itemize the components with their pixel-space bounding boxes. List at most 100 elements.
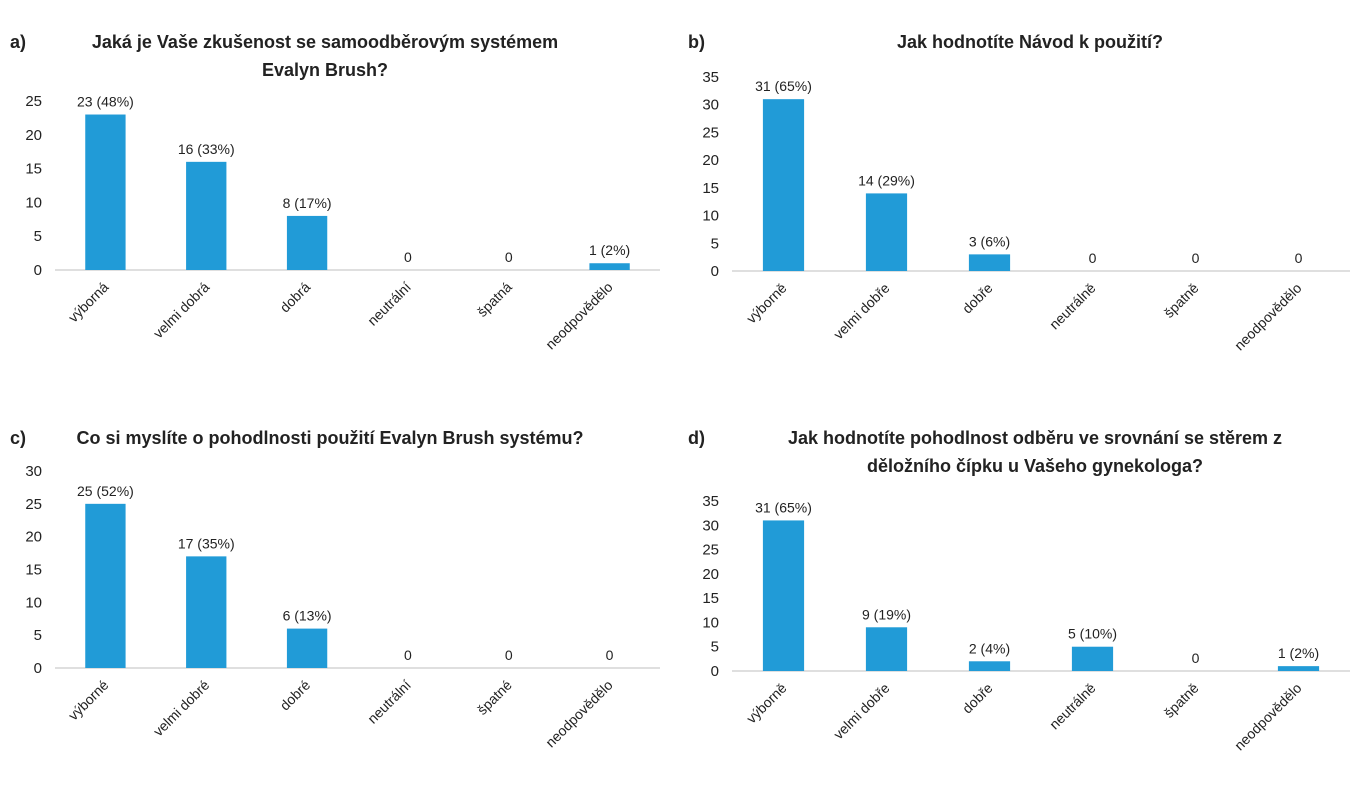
data-label: 0 bbox=[1295, 250, 1303, 266]
y-tick-label: 30 bbox=[702, 517, 719, 534]
data-label: 0 bbox=[1192, 650, 1200, 666]
data-label: 16 (33%) bbox=[178, 141, 235, 157]
chart-panel-4: d) Jak hodnotíte pohodlnost odběru ve sro… bbox=[688, 428, 1350, 753]
category-label: dobrá bbox=[277, 279, 314, 316]
bar-2 bbox=[865, 193, 908, 271]
y-tick-label: 0 bbox=[34, 262, 42, 279]
chart-title: děložního čípku u Vašeho gynekologa? bbox=[867, 456, 1203, 476]
category-label: neodpovědělo bbox=[1231, 680, 1305, 754]
data-label: 5 (10%) bbox=[1068, 626, 1117, 642]
y-tick-label: 25 bbox=[702, 542, 719, 559]
category-label: velmi dobrá bbox=[150, 279, 213, 342]
data-label: 0 bbox=[1192, 250, 1200, 266]
bar-1 bbox=[762, 99, 805, 272]
data-label: 17 (35%) bbox=[178, 535, 235, 551]
category-label: výborně bbox=[743, 280, 790, 327]
category-label: špatně bbox=[1161, 680, 1202, 721]
data-label: 1 (2%) bbox=[589, 242, 630, 258]
category-label: neutrálně bbox=[1046, 280, 1099, 333]
category-label: výborně bbox=[743, 680, 790, 727]
category-label: neutrálně bbox=[1046, 680, 1099, 733]
category-label: velmi dobře bbox=[830, 680, 893, 743]
chart-title: Jaká je Vaše zkušenost se samoodběrovým … bbox=[92, 32, 558, 52]
data-label: 9 (19%) bbox=[862, 606, 911, 622]
category-label: neutrální bbox=[364, 677, 414, 727]
y-tick-label: 20 bbox=[25, 529, 42, 546]
data-label: 31 (65%) bbox=[755, 78, 812, 94]
data-label: 0 bbox=[404, 647, 412, 663]
bar-2 bbox=[865, 627, 908, 671]
data-label: 23 (48%) bbox=[77, 94, 134, 110]
data-label: 6 (13%) bbox=[283, 608, 332, 624]
y-tick-label: 5 bbox=[711, 235, 719, 252]
category-label: špatné bbox=[474, 677, 515, 718]
y-tick-label: 10 bbox=[702, 614, 719, 631]
bar-6 bbox=[1277, 666, 1320, 671]
y-tick-label: 0 bbox=[711, 663, 719, 680]
y-tick-label: 15 bbox=[702, 180, 719, 197]
panel-letter: d) bbox=[688, 428, 705, 448]
y-tick-label: 20 bbox=[702, 152, 719, 169]
y-tick-label: 30 bbox=[702, 97, 719, 114]
data-label: 31 (65%) bbox=[755, 499, 812, 515]
y-tick-label: 15 bbox=[25, 161, 42, 178]
bar-1 bbox=[85, 114, 126, 271]
y-tick-label: 5 bbox=[34, 228, 42, 245]
y-tick-label: 20 bbox=[702, 566, 719, 583]
category-label: špatně bbox=[1161, 280, 1202, 321]
y-tick-label: 20 bbox=[25, 127, 42, 144]
chart-title: Jak hodnotíte pohodlnost odběru ve srovn… bbox=[788, 428, 1282, 448]
chart-panel-1: a) Jaká je Vaše zkušenost se samoodběrový… bbox=[10, 32, 660, 352]
category-label: neutrální bbox=[364, 279, 414, 329]
y-tick-label: 25 bbox=[702, 124, 719, 141]
bar-2 bbox=[186, 161, 227, 270]
bar-1 bbox=[85, 503, 126, 668]
data-label: 0 bbox=[404, 249, 412, 265]
category-label: dobře bbox=[959, 680, 996, 717]
y-tick-label: 10 bbox=[25, 194, 42, 211]
y-tick-label: 35 bbox=[702, 493, 719, 510]
y-tick-label: 30 bbox=[25, 463, 42, 480]
bar-1 bbox=[762, 520, 805, 671]
y-tick-label: 10 bbox=[702, 208, 719, 225]
y-tick-label: 10 bbox=[25, 594, 42, 611]
data-label: 2 (4%) bbox=[969, 640, 1010, 656]
bar-6 bbox=[589, 263, 630, 270]
data-label: 3 (6%) bbox=[969, 233, 1010, 249]
category-label: dobré bbox=[277, 677, 314, 714]
data-label: 0 bbox=[505, 249, 513, 265]
y-tick-label: 5 bbox=[34, 627, 42, 644]
category-label: neodpovědělo bbox=[542, 677, 616, 751]
data-label: 0 bbox=[505, 647, 513, 663]
data-label: 0 bbox=[1089, 250, 1097, 266]
category-label: velmi dobře bbox=[830, 280, 893, 343]
bar-4 bbox=[1071, 646, 1114, 671]
chart-title: Co si myslíte o pohodlnosti použití Eval… bbox=[76, 428, 583, 448]
category-label: výborná bbox=[65, 279, 112, 326]
bar-3 bbox=[286, 215, 328, 270]
panel-letter: c) bbox=[10, 428, 26, 448]
category-label: špatná bbox=[474, 279, 515, 320]
y-tick-label: 15 bbox=[702, 590, 719, 607]
bar-3 bbox=[968, 661, 1011, 671]
y-tick-label: 25 bbox=[25, 93, 42, 110]
category-label: velmi dobré bbox=[150, 677, 213, 740]
panel-letter: a) bbox=[10, 32, 26, 52]
y-tick-label: 35 bbox=[702, 69, 719, 86]
category-label: neodpovědělo bbox=[542, 279, 616, 353]
category-label: dobře bbox=[959, 280, 996, 317]
data-label: 1 (2%) bbox=[1278, 645, 1319, 661]
bar-3 bbox=[968, 254, 1011, 271]
chart-title: Jak hodnotíte Návod k použití? bbox=[897, 32, 1163, 52]
category-label: výborné bbox=[65, 677, 112, 724]
y-tick-label: 5 bbox=[711, 639, 719, 656]
y-tick-label: 0 bbox=[711, 263, 719, 280]
category-label: neodpovědělo bbox=[1231, 280, 1305, 354]
chart-panel-2: b) Jak hodnotíte Návod k použití? 0 5 10 15 20… bbox=[688, 32, 1350, 353]
chart-title: Evalyn Brush? bbox=[262, 60, 388, 80]
chart-panel-3: c) Co si myslíte o pohodlnosti použití Ev… bbox=[10, 428, 660, 750]
data-label: 8 (17%) bbox=[283, 195, 332, 211]
y-tick-label: 15 bbox=[25, 562, 42, 579]
panel-letter: b) bbox=[688, 32, 705, 52]
